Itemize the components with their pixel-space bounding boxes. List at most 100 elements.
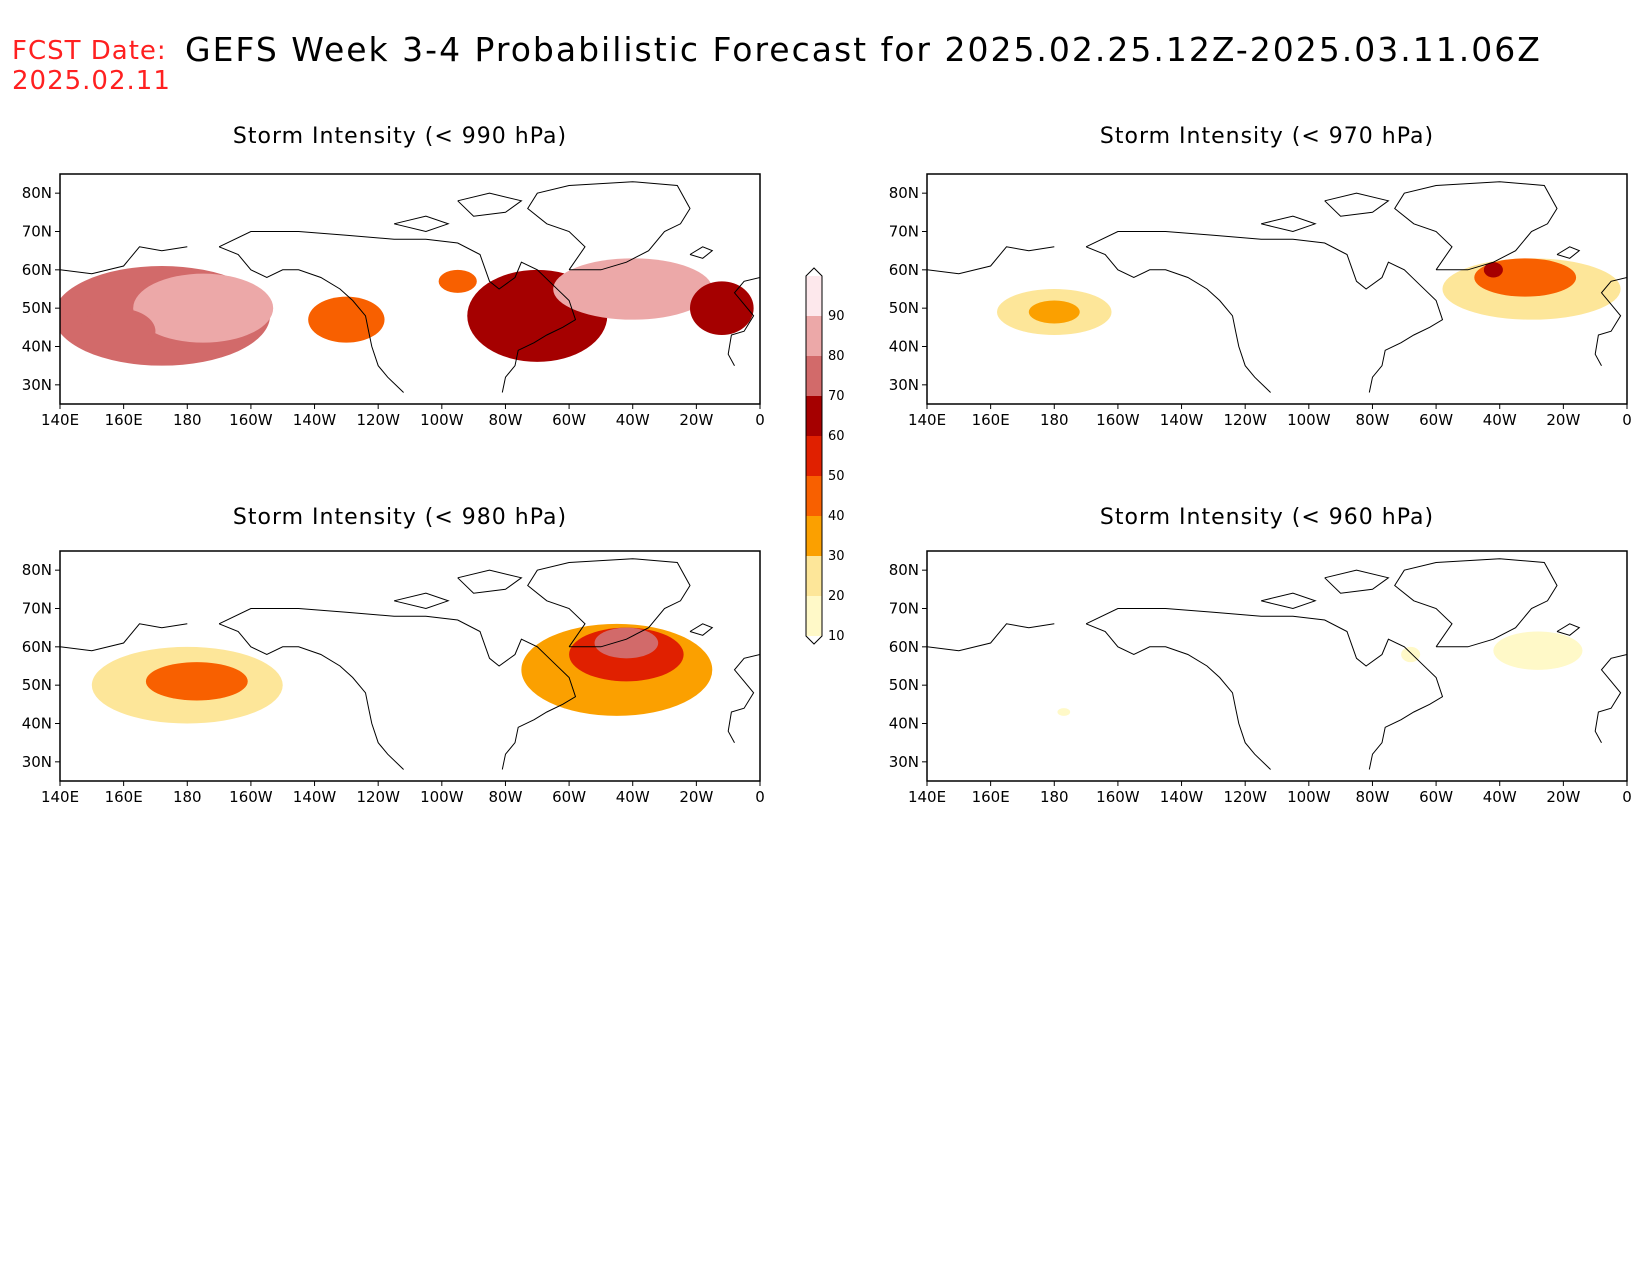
x-tick-label: 180 <box>173 411 202 429</box>
x-tick-label: 80W <box>488 788 522 806</box>
x-tick-label: 60W <box>1419 411 1453 429</box>
y-tick-label: 50N <box>889 299 919 317</box>
coastline <box>218 231 577 393</box>
coastline <box>1085 608 1444 770</box>
prob-area <box>1057 708 1071 716</box>
colorbar-swatch <box>806 516 822 556</box>
coastline <box>927 623 1055 652</box>
y-tick-label: 50N <box>22 299 52 317</box>
prob-area <box>1401 646 1421 663</box>
x-tick-label: 80W <box>1355 788 1389 806</box>
y-tick-label: 70N <box>22 223 52 241</box>
prob-area <box>308 296 385 343</box>
colorbar-label: 50 <box>828 469 845 484</box>
y-tick-label: 40N <box>22 715 52 733</box>
x-tick-label: 60W <box>552 788 586 806</box>
coastline <box>1085 623 1271 770</box>
coastline <box>1594 277 1627 366</box>
colorbar-swatch <box>806 476 822 516</box>
coastline <box>457 192 523 217</box>
coastline <box>393 215 450 233</box>
y-tick-label: 80N <box>889 184 919 202</box>
coastline <box>689 623 714 636</box>
coastline <box>1394 558 1558 648</box>
coastline <box>927 246 1055 275</box>
coastline <box>1556 623 1581 636</box>
colorbar-swatch <box>806 436 822 476</box>
y-tick-label: 50N <box>22 676 52 694</box>
map-frame <box>926 550 1628 782</box>
y-tick-label: 70N <box>22 600 52 618</box>
x-tick-label: 60W <box>552 411 586 429</box>
x-tick-label: 140E <box>41 411 79 429</box>
prob-area <box>690 281 754 335</box>
x-tick-label: 140W <box>1160 411 1204 429</box>
x-tick-label: 120W <box>356 788 400 806</box>
coastline <box>1324 569 1390 594</box>
coastline <box>689 246 714 259</box>
x-tick-label: 20W <box>1546 411 1580 429</box>
y-tick-label: 30N <box>22 753 52 771</box>
colorbar-swatch <box>806 596 822 636</box>
prob-area <box>145 662 248 701</box>
colorbar-outline <box>805 267 823 645</box>
x-tick-label: 100W <box>420 411 464 429</box>
x-tick-label: 180 <box>1040 788 1069 806</box>
main-title: GEFS Week 3-4 Probabilistic Forecast for… <box>185 30 1542 69</box>
colorbar-swatch <box>806 556 822 596</box>
prob-field-p960 <box>927 558 1627 770</box>
y-tick-label: 80N <box>889 561 919 579</box>
x-tick-label: 180 <box>1040 411 1069 429</box>
x-tick-label: 100W <box>420 788 464 806</box>
x-tick-label: 140E <box>908 411 946 429</box>
x-tick-label: 100W <box>1287 788 1331 806</box>
x-tick-label: 100W <box>1287 411 1331 429</box>
panel-title-990: Storm Intensity (< 990 hPa) <box>232 124 568 149</box>
coastline <box>1324 192 1390 217</box>
colorbar-label: 60 <box>828 429 845 444</box>
y-tick-label: 70N <box>889 223 919 241</box>
x-tick-label: 140E <box>41 788 79 806</box>
prob-area <box>133 273 274 343</box>
prob-area <box>1493 631 1583 670</box>
prob-area <box>1028 300 1080 324</box>
coastline <box>1260 592 1317 610</box>
coastline <box>527 558 691 648</box>
colorbar-label: 20 <box>828 589 845 604</box>
fcst-date-label: FCST Date: <box>12 36 167 66</box>
y-tick-label: 30N <box>22 376 52 394</box>
x-tick-label: 40W <box>616 788 650 806</box>
y-tick-label: 80N <box>22 561 52 579</box>
prob-area <box>594 627 659 659</box>
coastline <box>1085 231 1444 393</box>
fcst-date-value: 2025.02.11 <box>12 66 171 96</box>
prob-area <box>79 308 156 355</box>
x-tick-label: 40W <box>1483 788 1517 806</box>
coastline <box>218 246 404 393</box>
x-tick-label: 140W <box>293 788 337 806</box>
x-tick-label: 140W <box>1160 788 1204 806</box>
coastline <box>218 623 404 770</box>
y-tick-label: 60N <box>22 638 52 656</box>
y-tick-label: 40N <box>889 338 919 356</box>
x-tick-label: 0 <box>1622 788 1632 806</box>
x-tick-label: 160W <box>1096 411 1140 429</box>
y-tick-label: 30N <box>889 753 919 771</box>
prob-area <box>553 258 713 320</box>
colorbar-label: 80 <box>828 349 845 364</box>
x-tick-label: 160W <box>229 411 273 429</box>
colorbar-label: 40 <box>828 509 845 524</box>
prob-area <box>1483 262 1503 278</box>
x-tick-label: 160W <box>1096 788 1140 806</box>
x-tick-label: 20W <box>679 788 713 806</box>
coastline <box>527 181 691 271</box>
y-tick-label: 60N <box>22 261 52 279</box>
map-frame <box>926 173 1628 405</box>
y-tick-label: 80N <box>22 184 52 202</box>
coastline <box>727 654 760 743</box>
x-tick-label: 120W <box>1223 411 1267 429</box>
colorbar-label: 10 <box>828 629 845 644</box>
panel-title-980: Storm Intensity (< 980 hPa) <box>232 505 568 530</box>
y-tick-label: 30N <box>889 376 919 394</box>
